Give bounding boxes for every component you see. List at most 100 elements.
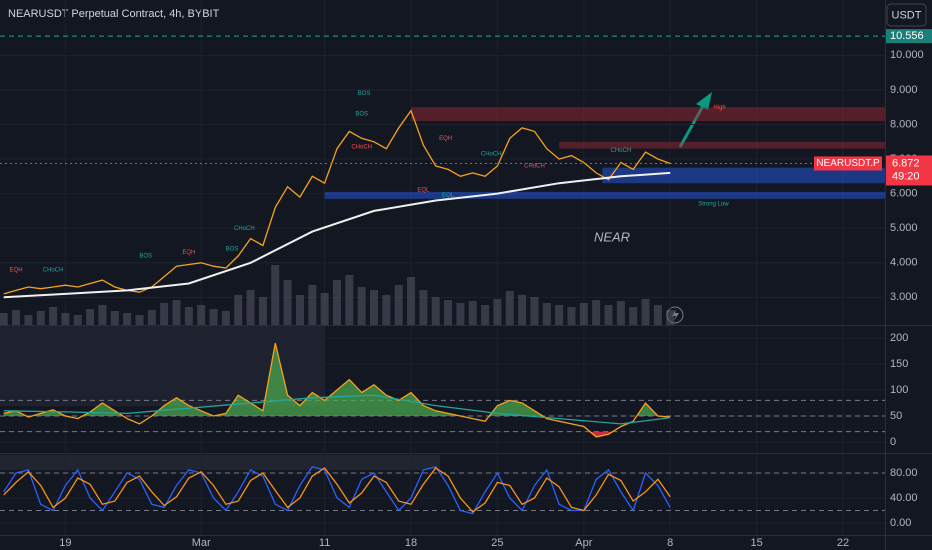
high-label: 10.556 [890,30,924,42]
x-tick-label: 15 [751,537,763,549]
volume-bar [407,277,416,325]
volume-bar [98,305,107,325]
x-tick-label: Apr [575,537,592,549]
volume-bar [283,280,292,325]
series-line [3,171,671,299]
annotation: BOS [358,91,371,97]
volume-bar [592,300,601,325]
zone [602,167,885,184]
arrow [678,105,705,148]
annotation: CHoCH [234,226,255,232]
volume-bar [604,305,613,325]
zone [411,107,885,122]
volume-bar [12,310,21,325]
volume-bar [86,309,95,325]
volume-bar [271,265,280,325]
volume-bar [295,295,304,325]
volume-bar [258,297,267,325]
y-tick-label: 150 [890,358,908,370]
volume-bar [332,280,341,325]
volume-bar [641,299,650,325]
x-tick-label: 22 [837,537,849,549]
annotation: CHoCH [43,267,64,273]
volume-bar [444,300,453,325]
volume-bar [135,315,144,325]
volume-bar [147,310,156,325]
currency-label[interactable]: USDT [892,9,922,21]
y-tick-label: 8.000 [890,118,918,130]
annotation: BOS [355,112,368,118]
volume-bar [357,287,366,325]
zone [324,191,886,199]
volume-bar [234,295,243,325]
annotation: CHoCH [351,145,372,151]
annotation: EQH [10,267,23,273]
y-tick-label: 4.000 [890,257,918,269]
y-tick-label: 40.00 [890,492,918,504]
volume-bar [666,310,675,325]
volume-bar [431,297,440,325]
annotation: High [713,105,725,111]
volume-bar [160,303,169,325]
annotation: CHoCH [524,164,545,170]
y-tick-label: 0.00 [890,517,911,529]
annotation: CHoCH [611,148,632,154]
y-tick-label: 0 [890,436,896,448]
series-line [3,467,671,513]
volume-bar [61,313,70,325]
series-line [3,343,671,438]
chart-title: NEARUSDT Perpetual Contract, 4h, BYBIT [8,8,220,20]
annotation: EQL [442,193,455,199]
annotation: BOS [139,253,152,259]
alert-icon-bolt [672,309,679,321]
y-tick-label: 6.000 [890,188,918,200]
volume-bar [0,313,8,325]
volume-bar [246,290,255,325]
volume-bar [542,303,551,325]
volume-bar [209,309,218,325]
volume-bar [394,285,403,325]
shade [0,455,440,470]
volume-bar [530,297,539,325]
volume-bar [653,305,662,325]
symbol-box [814,156,882,171]
volume-bar [320,293,329,325]
volume-bar [616,301,625,325]
y-tick-label: 80.00 [890,467,918,479]
volume-bar [308,285,317,325]
y-tick-label: 9.000 [890,84,918,96]
volume-bar [382,295,391,325]
y-tick-label: 50 [890,410,902,422]
volume-bar [555,305,564,325]
x-tick-label: 11 [319,537,330,549]
volume-bar [456,303,465,325]
x-tick-label: 19 [59,537,71,549]
annotation: EQL [417,188,430,194]
high-label-box [886,29,932,44]
arrow-head [696,92,712,110]
volume-bar [629,307,638,325]
currency-button[interactable] [886,3,927,27]
countdown-label: 49:20 [892,170,920,182]
y-tick-label: 5.000 [890,222,918,234]
watermark: NEAR [594,229,630,244]
x-tick-label: 25 [491,537,503,549]
volume-bar [369,290,378,325]
volume-bar [567,307,576,325]
volume-bar [481,305,490,325]
symbol-label: NEARUSDT.P [816,158,880,169]
annotation: EQH [182,250,195,256]
series-line [3,394,671,425]
volume-bar [468,301,477,325]
x-tick-label: Mar [192,537,211,549]
y-tick-label: 10.000 [890,49,924,61]
volume-bar [24,315,33,325]
volume-bar [505,291,514,325]
annotation: EQH [439,136,452,142]
area-down [3,431,671,437]
x-tick-label: 18 [405,537,417,549]
area-up [3,343,671,417]
annotation: BOS [226,247,239,253]
